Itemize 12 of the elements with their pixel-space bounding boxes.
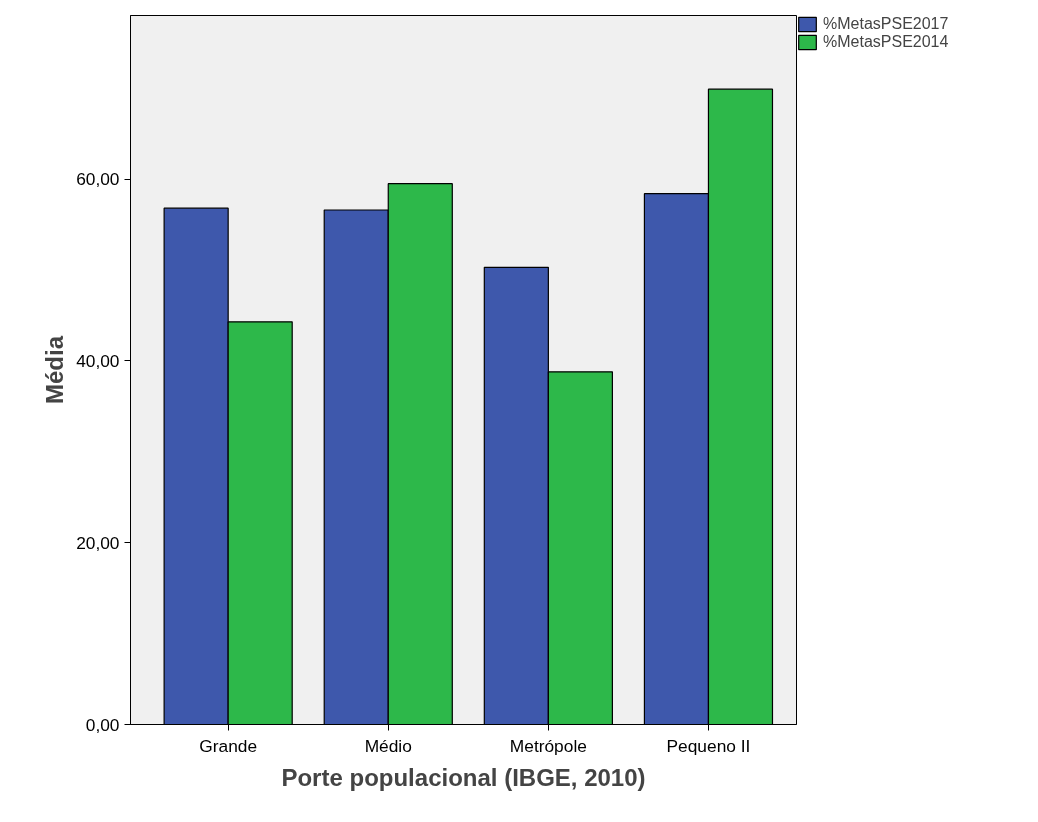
x-tick-label: Metrópole (509, 735, 587, 756)
x-tick-label: Médio (364, 735, 412, 756)
legend-label: %MetasPSE2017 (823, 15, 949, 33)
x-axis-title: Porte populacional (IBGE, 2010) (281, 763, 646, 791)
y-tick-label: 20,00 (76, 532, 120, 553)
y-tick-label: 40,00 (76, 350, 120, 371)
legend-label: %MetasPSE2014 (823, 33, 949, 51)
y-tick-label: 0,00 (85, 714, 120, 735)
x-tick-label: Grande (199, 735, 258, 756)
y-axis-title: Média (41, 335, 69, 405)
y-tick-label: 60,00 (76, 169, 120, 190)
x-tick-label: Pequeno II (666, 735, 751, 756)
